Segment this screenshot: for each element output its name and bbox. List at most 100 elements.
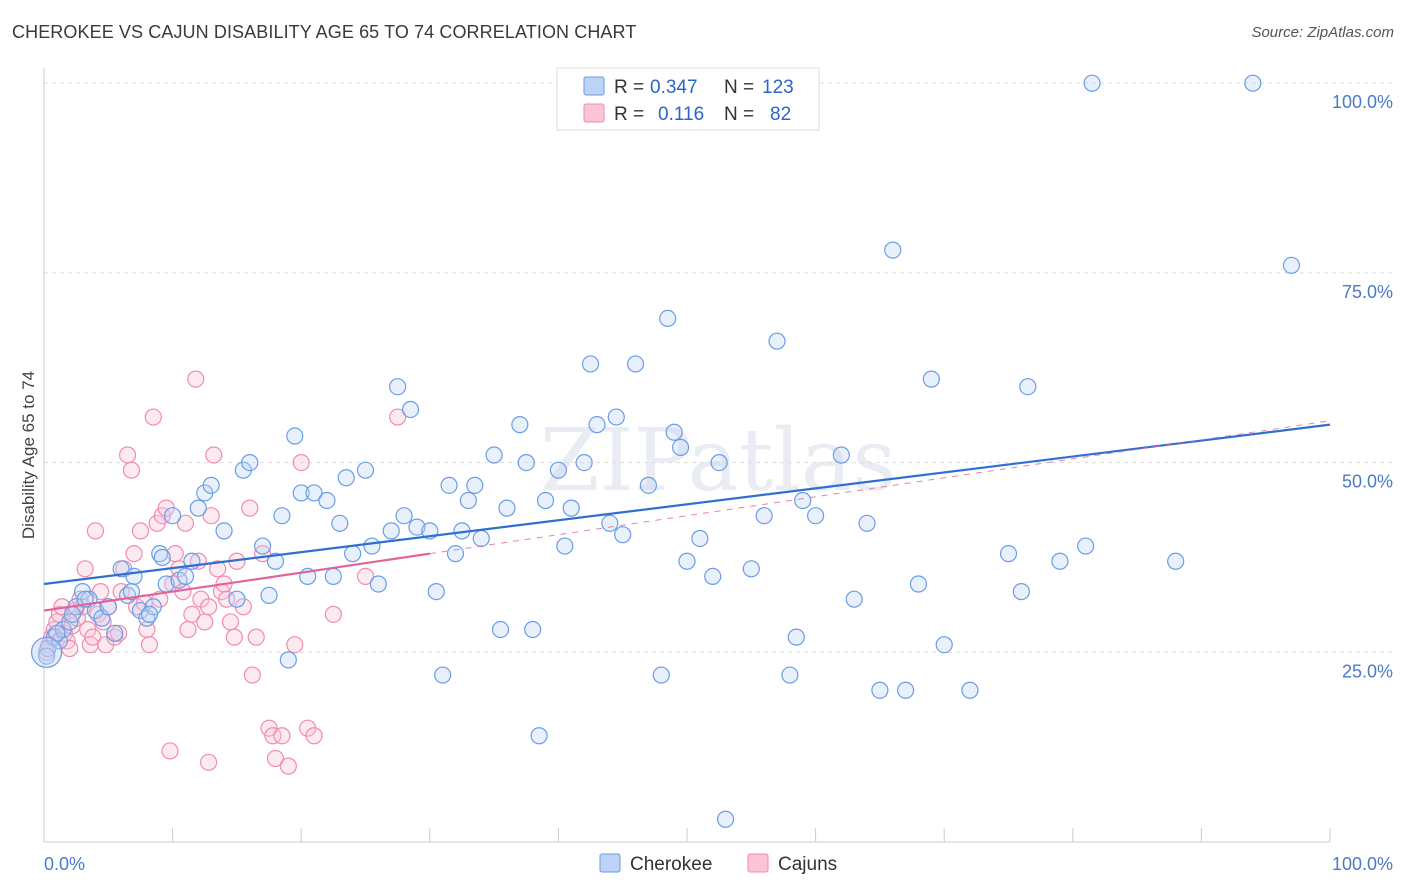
cajuns-point-51 [200, 598, 218, 616]
cherokee-point-67 [524, 620, 542, 639]
cherokee-point-105 [935, 636, 953, 654]
cherokee-point-70 [549, 461, 568, 479]
cajuns-point-71 [286, 636, 304, 654]
cajuns-point-15 [76, 560, 94, 578]
cherokee-point-82 [659, 309, 677, 328]
cherokee-point-57 [446, 545, 465, 563]
cajuns-point-75 [161, 742, 179, 760]
cherokee-point-75 [588, 416, 606, 434]
cherokee-point-45 [356, 461, 375, 479]
cherokee-point-81 [652, 666, 670, 684]
cherokee-point-84 [671, 438, 690, 457]
cajuns-point-50 [196, 613, 214, 631]
cherokee-point-89 [716, 810, 735, 828]
cherokee-point-52 [408, 518, 426, 536]
cherokee-point-71 [556, 537, 574, 555]
cajuns-point-67 [264, 727, 282, 745]
cherokee-point-33 [266, 552, 285, 570]
y-tick-label-75: 75.0% [1342, 282, 1393, 302]
cherokee-point-95 [794, 491, 812, 510]
cherokee-point-110 [1051, 552, 1069, 570]
cherokee-point-97 [832, 446, 850, 464]
cherokee-point-86 [691, 529, 709, 548]
cherokee-point-98 [845, 590, 863, 608]
y-tick-label-50: 50.0% [1342, 472, 1393, 492]
cherokee-point-118 [63, 605, 81, 623]
cherokee-point-39 [305, 484, 323, 502]
cherokee-point-61 [472, 529, 490, 548]
cherokee-point-77 [607, 408, 625, 426]
cherokee-point-104 [922, 370, 940, 388]
cherokee-point-50 [395, 507, 413, 525]
cherokee-point-92 [768, 332, 786, 350]
cajuns-point-80 [109, 624, 128, 642]
cherokee-point-107 [999, 545, 1018, 563]
cherokee-point-116 [37, 647, 56, 665]
cherokee-point-64 [498, 499, 516, 517]
cherokee-point-11 [106, 624, 124, 642]
cajuns-point-79 [324, 605, 342, 623]
cherokee-point-68 [530, 727, 548, 745]
cajuns-point-74 [305, 727, 323, 745]
cherokee-point-69 [536, 491, 555, 510]
cherokee-point-14 [125, 567, 143, 586]
y-axis-label: Disability Age 65 to 74 [19, 371, 38, 539]
cajuns-series [37, 370, 407, 775]
cajuns-point-54 [209, 560, 227, 578]
cherokee-point-62 [485, 446, 503, 464]
cajuns-point-62 [241, 499, 259, 517]
cherokee-trend-line [43, 423, 1331, 586]
legend-r-value-0: 0.347 [650, 77, 698, 98]
cherokee-point-101 [884, 241, 902, 259]
cajuns-point-77 [389, 408, 407, 426]
cherokee-point-37 [292, 484, 310, 502]
cherokee-point-74 [581, 355, 600, 373]
cherokee-point-120 [122, 582, 141, 601]
cherokee-point-28 [228, 590, 246, 608]
cherokee-point-49 [389, 378, 407, 396]
cherokee-point-54 [427, 582, 445, 601]
y-tick-label-25: 25.0% [1342, 661, 1393, 681]
cherokee-point-34 [273, 507, 291, 525]
cherokee-point-106 [961, 681, 979, 699]
cherokee-point-51 [401, 400, 420, 419]
cherokee-point-121 [140, 605, 159, 623]
legend-swatch-cherokee [583, 76, 605, 96]
cherokee-point-90 [742, 560, 760, 578]
cajuns-point-45 [179, 620, 197, 639]
cherokee-point-55 [434, 666, 452, 684]
cherokee-point-41 [324, 567, 342, 586]
cherokee-point-22 [176, 567, 195, 586]
legend-n-value-1: 82 [770, 104, 791, 125]
cajuns-point-68 [266, 749, 285, 768]
cherokee-point-80 [639, 476, 658, 494]
cherokee-point-32 [260, 586, 278, 604]
cherokee-point-85 [678, 552, 696, 570]
cherokee-point-111 [1077, 537, 1095, 555]
cajuns-point-30 [125, 545, 143, 563]
cherokee-point-44 [344, 545, 362, 563]
legend-r-value-1: 0.116 [658, 104, 704, 125]
cherokee-point-102 [897, 681, 915, 699]
cherokee-point-36 [286, 427, 304, 445]
cherokee-point-73 [575, 453, 593, 472]
cajuns-point-46 [183, 605, 201, 623]
cajuns-point-72 [292, 453, 310, 472]
cajuns-point-34 [140, 636, 159, 654]
cherokee-point-66 [517, 453, 535, 472]
legend-swatch-cajuns [583, 103, 605, 123]
cajuns-point-44 [176, 514, 195, 532]
cherokee-point-26 [202, 476, 220, 494]
x-tick-label-min: 0.0% [44, 854, 85, 874]
cherokee-point-88 [710, 453, 728, 472]
cherokee-point-83 [665, 423, 683, 441]
cajuns-point-63 [243, 666, 261, 684]
cherokee-point-20 [164, 507, 182, 525]
cajuns-trend-extension [429, 420, 1331, 555]
cajuns-point-47 [187, 370, 205, 388]
cherokee-point-114 [1244, 74, 1262, 92]
cherokee-point-78 [614, 526, 632, 544]
cherokee-point-63 [491, 620, 510, 639]
bottom-legend-swatch-cherokee [599, 853, 621, 873]
cherokee-point-94 [787, 628, 805, 646]
